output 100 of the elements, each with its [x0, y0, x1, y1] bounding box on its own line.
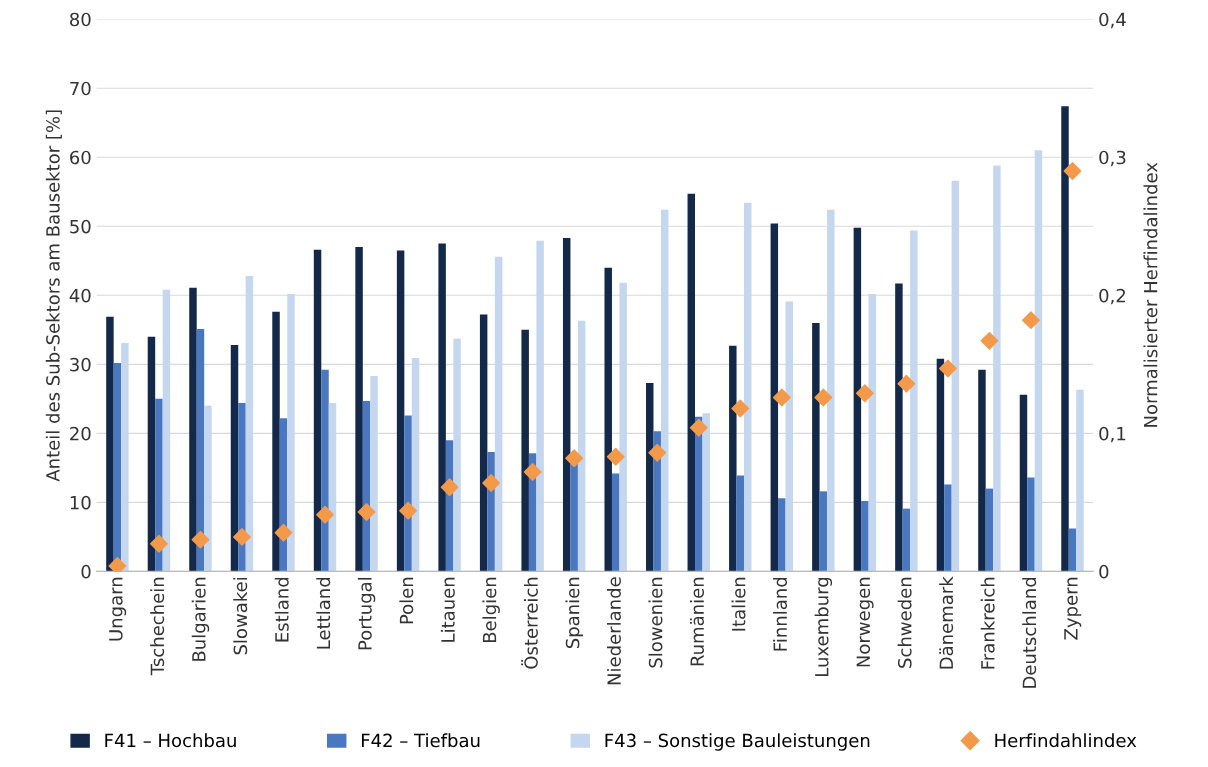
bar: [1061, 106, 1069, 572]
y-tick-label: 60: [70, 150, 91, 165]
bar: [770, 223, 779, 572]
bar: [230, 345, 239, 572]
x-tick-label: Bulgarien: [191, 577, 210, 661]
point: [482, 474, 501, 492]
x-tick-label: Deutschland: [1022, 577, 1037, 688]
x-tick-label: Italien: [731, 577, 746, 631]
x-tick-label: Slowenien: [648, 577, 663, 668]
x-tick-label: Zypern: [1064, 577, 1082, 640]
bar: [370, 376, 378, 572]
x-tick-label: Estland: [274, 577, 289, 642]
bar: [328, 402, 337, 572]
x-tick-label: Norwegen: [856, 577, 874, 667]
bar: [646, 382, 654, 572]
bar: [1068, 528, 1077, 572]
x-tick-label: Polen: [399, 577, 414, 624]
point: [648, 443, 667, 462]
bar: [993, 165, 1001, 572]
bar: [121, 342, 129, 572]
y2-axis-title: Normalisierter Herfindalindex: [1143, 162, 1158, 427]
x-tick-label: Dänemark: [939, 576, 954, 669]
bar: [272, 311, 280, 572]
legend-label: F41 – Hochbau: [105, 733, 236, 748]
point: [772, 388, 791, 407]
x-tick-label: Slowakei: [233, 577, 248, 655]
y-axis-title: Anteil des Sub-Sektors am Bausektor [%]: [45, 110, 62, 482]
point: [1063, 162, 1082, 180]
x-tick-label: Litauen: [440, 577, 455, 642]
x-tick-label: Luxemburg: [814, 577, 833, 676]
bar: [951, 180, 960, 572]
bar: [736, 475, 745, 572]
bar: [147, 336, 156, 572]
bar: [853, 227, 862, 572]
bar: [702, 413, 710, 572]
y-tick-label: 30: [70, 357, 91, 372]
bar: [819, 491, 828, 572]
x-tick-label: Lettland: [316, 577, 331, 649]
x-tick-label: Ungarn: [109, 577, 127, 641]
y-tick-label: 40: [69, 288, 91, 303]
y2-tick-label: 0,2: [1099, 288, 1126, 305]
bar: [438, 243, 446, 572]
point: [897, 374, 916, 393]
x-tick-label: Niederlande: [606, 577, 621, 685]
bar: [978, 369, 986, 572]
bar: [1027, 477, 1035, 572]
point: [731, 399, 750, 418]
point: [938, 359, 957, 378]
y-tick-label: 10: [70, 495, 91, 510]
x-tick-label: Rumänien: [690, 577, 704, 666]
y2-tick-label: 0: [1099, 564, 1109, 579]
bar: [861, 501, 869, 572]
point: [274, 523, 293, 542]
bar: [778, 498, 786, 572]
bar: [1076, 389, 1084, 572]
bar: [536, 240, 544, 572]
bar: [1019, 394, 1028, 572]
bar: [355, 246, 363, 572]
bar: [479, 314, 488, 572]
bar: [902, 508, 911, 572]
y2-tick-label: 0,3: [1099, 150, 1126, 167]
point: [565, 449, 584, 468]
y-tick-label: 20: [70, 426, 91, 441]
bar: [687, 193, 696, 572]
bar: [895, 283, 903, 572]
x-tick-label: Spanien: [565, 577, 583, 649]
point: [980, 331, 999, 350]
point: [523, 463, 542, 481]
bar: [106, 316, 114, 572]
x-tick-label: Belgien: [482, 577, 500, 643]
bar: [396, 250, 405, 572]
y2-tick-label: 0,4: [1099, 12, 1126, 29]
point: [689, 418, 708, 437]
bar: [204, 405, 212, 572]
x-tick-label: Frankreich: [980, 577, 995, 669]
point: [191, 530, 210, 549]
y-tick-label: 80: [70, 12, 91, 27]
bar: [611, 473, 620, 572]
bar: [944, 484, 952, 572]
bar: [155, 398, 163, 572]
x-tick-label: Tschechein: [150, 577, 165, 676]
bar: [287, 293, 295, 572]
point: [150, 534, 168, 553]
bar: [619, 282, 627, 572]
y-tick-label: 70: [70, 81, 91, 96]
x-tick-label: Portugal: [357, 577, 376, 650]
x-tick-label: Österreich: [521, 577, 538, 669]
bar: [521, 329, 529, 572]
point: [357, 503, 376, 521]
bar: [453, 338, 461, 572]
y2-tick-label: 0,1: [1099, 426, 1126, 443]
point: [233, 527, 251, 546]
bar: [868, 293, 877, 572]
bar: [404, 415, 412, 572]
bar: [604, 267, 612, 572]
point: [316, 505, 334, 524]
bar: [562, 238, 571, 572]
bar: [744, 202, 752, 572]
point: [399, 501, 417, 520]
point: [1022, 311, 1040, 330]
